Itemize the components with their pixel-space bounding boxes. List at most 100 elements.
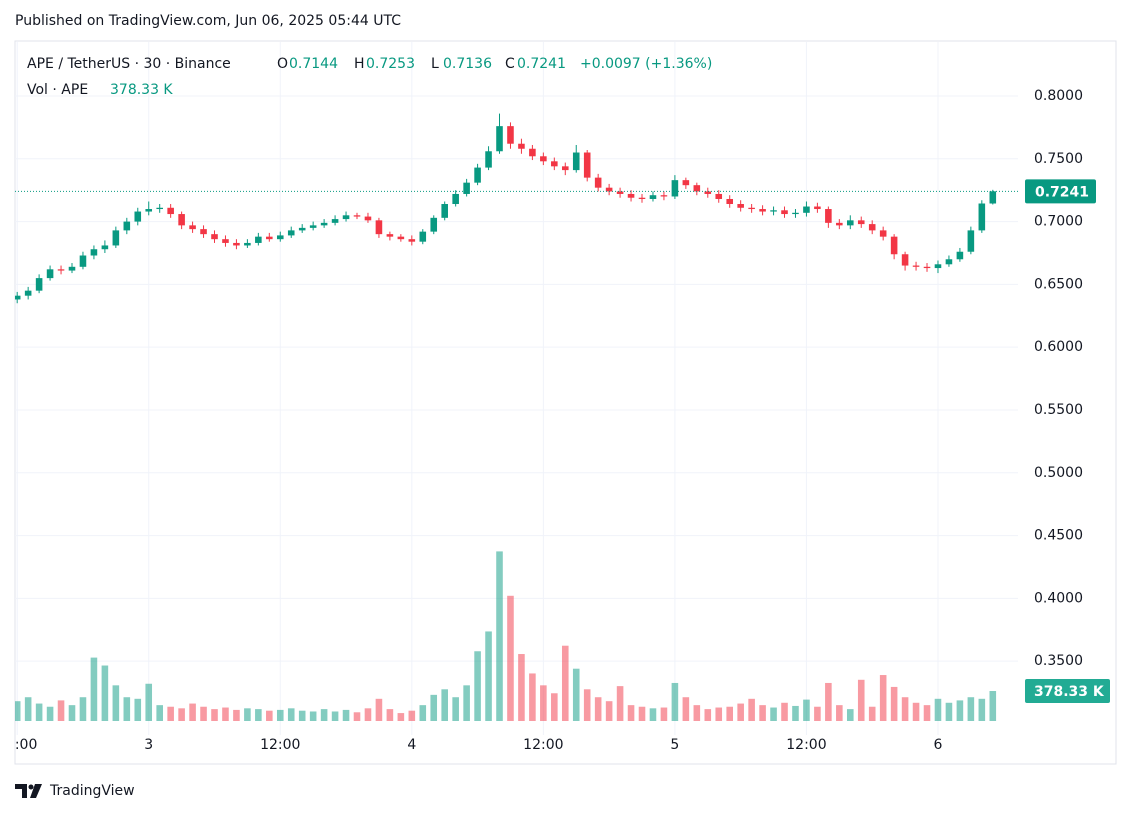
candle-body xyxy=(781,210,788,215)
candle-body xyxy=(507,126,514,144)
candle-body xyxy=(923,266,931,269)
candle-body xyxy=(178,214,185,226)
candle-body xyxy=(934,264,942,269)
volume-bar xyxy=(68,705,76,721)
candle-body xyxy=(803,206,810,213)
last-price-box xyxy=(1025,179,1096,204)
candle-body xyxy=(35,278,43,291)
candle-body xyxy=(792,212,799,215)
volume-bar xyxy=(572,668,580,721)
grid xyxy=(15,42,1018,735)
candle-body xyxy=(287,230,295,236)
candle-body xyxy=(901,254,909,266)
y-tick-label: 0.7000 xyxy=(1034,214,1083,230)
volume-bar xyxy=(518,654,525,721)
volume-bar xyxy=(836,705,843,721)
volume-bar xyxy=(507,595,514,721)
volume-bar xyxy=(660,707,668,721)
volume-bar xyxy=(890,686,898,721)
volume-bar xyxy=(814,706,821,721)
candle-body xyxy=(857,220,865,225)
candle-body xyxy=(594,177,602,188)
candle-body xyxy=(638,197,646,199)
candle-body xyxy=(15,295,21,300)
candle-body xyxy=(616,191,624,194)
volume-bar xyxy=(211,709,218,721)
volume-bar xyxy=(627,705,635,721)
candle-body xyxy=(693,185,701,192)
volume-bar xyxy=(46,706,54,721)
ohlc-legend: O 0.7144 H 0.7253 L 0.7136 C 0.7241 +0.0097 (+1.… xyxy=(277,56,712,72)
candle-body xyxy=(989,191,997,204)
candle-body xyxy=(748,207,755,210)
candle-body xyxy=(408,239,416,242)
ohlc-letter: L xyxy=(431,56,439,72)
candle-body xyxy=(145,209,153,212)
y-tick-label: 0.5500 xyxy=(1034,402,1083,418)
candle-body xyxy=(79,255,87,267)
candle-body xyxy=(276,235,284,240)
candle-body xyxy=(266,236,273,240)
candle-body xyxy=(912,265,920,267)
volume-bar xyxy=(792,705,799,721)
volume-bar xyxy=(397,713,405,721)
candle-body xyxy=(978,203,986,231)
candle-body xyxy=(211,234,218,240)
candle-body xyxy=(737,204,744,208)
volume-bar xyxy=(57,700,65,721)
volume-bar xyxy=(989,691,997,721)
ohlc-value: 0.7144 xyxy=(289,56,338,72)
volume-bar xyxy=(846,709,854,721)
y-tick-label: 0.6000 xyxy=(1034,339,1083,355)
candle-body xyxy=(68,266,76,271)
x-tick-label: 5 xyxy=(670,737,679,753)
volume-bar xyxy=(441,689,448,721)
ohlc-letter: C xyxy=(505,56,515,72)
candle-body xyxy=(331,219,339,223)
candle-body xyxy=(244,242,251,246)
ohlc-letter: H xyxy=(354,56,365,72)
candle-body xyxy=(836,222,843,226)
volume-bar xyxy=(945,702,953,721)
volume-bar xyxy=(857,679,865,721)
volume-bar xyxy=(594,697,602,721)
volume-bar xyxy=(463,685,470,721)
x-tick-label: 12:00 xyxy=(260,737,300,753)
candle-body xyxy=(967,230,975,252)
candle-body xyxy=(715,193,723,199)
candle-body xyxy=(101,245,109,250)
candle-body xyxy=(375,220,383,235)
volume-bar xyxy=(781,702,788,721)
volume-bar xyxy=(35,703,43,721)
volume-bar xyxy=(737,703,744,721)
volume-bar xyxy=(419,705,427,721)
volume-bar xyxy=(715,707,723,721)
candle-body xyxy=(189,225,196,230)
volume-bar xyxy=(15,701,21,721)
candle-body xyxy=(956,251,964,260)
candle-body xyxy=(583,152,591,178)
volume-bar xyxy=(551,693,558,721)
candle-body xyxy=(551,161,558,167)
volume-bar xyxy=(167,706,174,721)
volume-bar xyxy=(583,689,591,721)
volume-bar xyxy=(189,703,196,721)
ohlc-change: +0.0097 (+1.36%) xyxy=(580,56,712,72)
volume-bar xyxy=(123,697,131,721)
last-volume-label: 378.33 K xyxy=(1034,684,1105,700)
candle-body xyxy=(627,193,635,198)
volume-bar xyxy=(320,709,328,721)
volume-bar xyxy=(287,708,295,721)
last-price-label: 0.7241 xyxy=(1035,184,1089,200)
volume-bar xyxy=(561,645,569,721)
candle-body xyxy=(123,221,131,231)
volume-bar xyxy=(101,665,109,721)
candle-body xyxy=(24,290,32,296)
ohlc-value: 0.7253 xyxy=(366,56,415,72)
volume-legend-value: 378.33 K xyxy=(110,82,173,98)
candle-body xyxy=(90,249,98,256)
volume-bar xyxy=(266,710,273,721)
volume-bar xyxy=(200,706,207,721)
candle-body xyxy=(320,222,328,226)
volume-bar xyxy=(353,712,361,721)
